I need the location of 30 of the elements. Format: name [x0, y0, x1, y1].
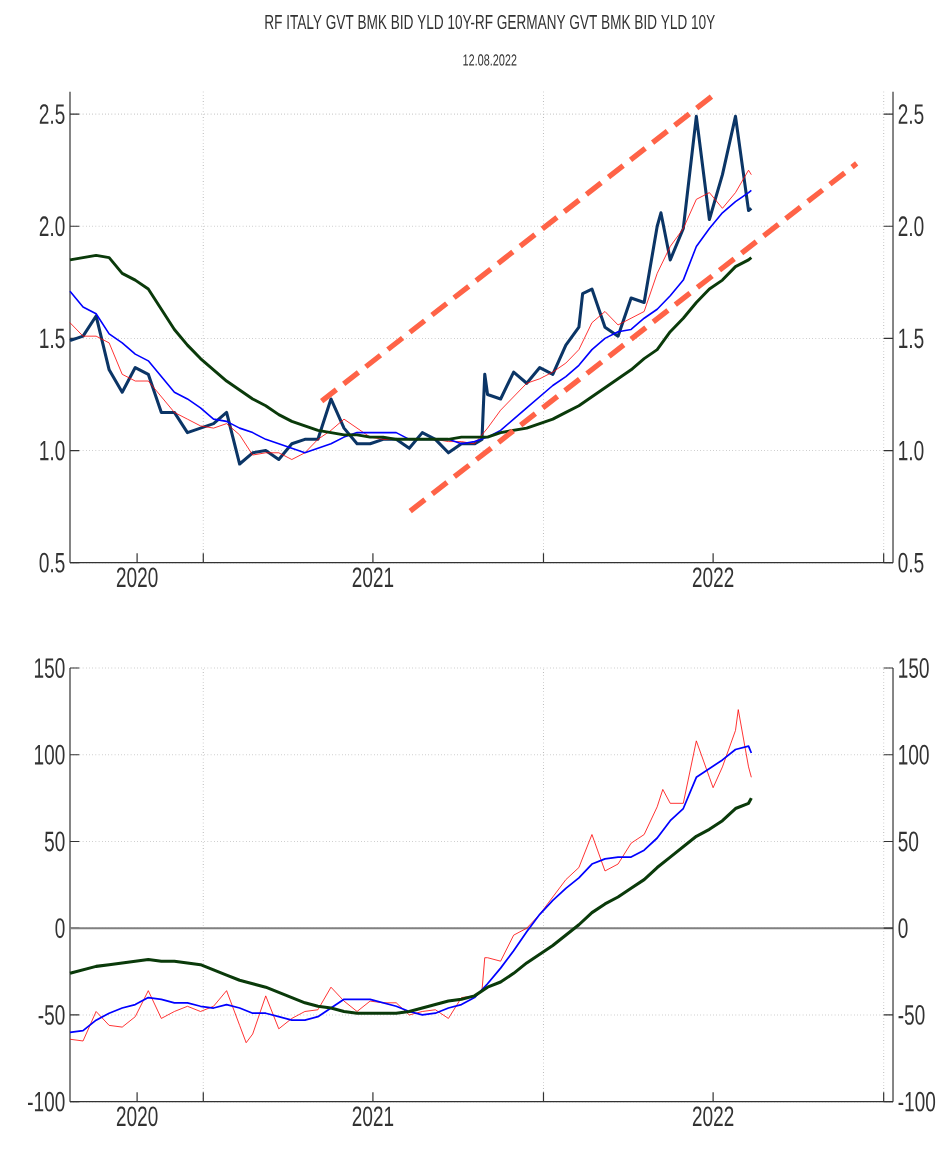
y2-tick-label: 2.0	[898, 216, 924, 237]
x-tick-label: 2020	[116, 567, 158, 588]
y-tick-label: 0	[55, 918, 65, 939]
y-tick-label: -50	[38, 1005, 65, 1025]
chart-title: RF ITALY GVT BMK BID YLD 10Y-RF GERMANY GVT BMK BID YLD 10Y	[265, 14, 715, 30]
x-tick-label: 2022	[692, 567, 734, 588]
y2-tick-label: 1.0	[899, 440, 924, 461]
y-tick-label: 1.5	[40, 328, 65, 349]
x-tick-label: 2020	[116, 1106, 158, 1127]
y-tick-label: 50	[44, 831, 65, 852]
y2-tick-label: 2.5	[898, 104, 924, 125]
y-tick-label: 150	[34, 658, 65, 678]
y-tick-label: 2.5	[39, 104, 65, 125]
y2-tick-label: 150	[899, 658, 929, 678]
x-tick-label: 2022	[692, 1106, 734, 1127]
y-tick-label: -100	[28, 1091, 65, 1112]
y2-tick-label: 50	[898, 831, 919, 852]
y-tick-label: 100	[34, 744, 65, 765]
y2-tick-label: -50	[898, 1005, 925, 1025]
chart-subtitle: 12.08.2022	[463, 54, 517, 66]
y2-tick-label: 0.5	[898, 552, 924, 573]
x-tick-label: 2021	[352, 567, 394, 588]
y-tick-label: 0.5	[39, 552, 65, 573]
y2-tick-label: 1.5	[899, 328, 924, 349]
x-tick-label: 2021	[352, 1106, 394, 1127]
y2-tick-label: 100	[899, 744, 929, 765]
y-tick-label: 1.0	[40, 440, 65, 461]
y2-tick-label: 0	[898, 918, 908, 939]
y2-tick-label: -100	[898, 1091, 936, 1112]
y-tick-label: 2.0	[39, 216, 65, 237]
